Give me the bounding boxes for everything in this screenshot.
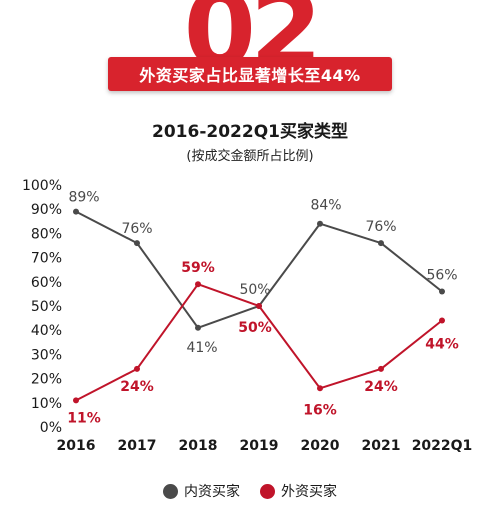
series-domestic-data-label: 89% bbox=[68, 190, 99, 206]
x-tick-label: 2019 bbox=[240, 438, 279, 454]
series-domestic-point bbox=[378, 240, 384, 247]
y-tick-label: 40% bbox=[31, 323, 62, 339]
chart-subtitle: (按成交金额所占比例) bbox=[186, 149, 314, 164]
series-foreign-point bbox=[195, 281, 201, 288]
x-tick-label: 2016 bbox=[57, 438, 96, 454]
y-tick-label: 80% bbox=[31, 226, 62, 242]
headline-box: 外资买家占比显著增长至44% bbox=[108, 57, 392, 91]
x-tick-label: 2021 bbox=[362, 438, 401, 454]
series-domestic-data-label: 50% bbox=[239, 282, 270, 298]
legend-swatch-foreign bbox=[260, 483, 275, 499]
series-domestic-data-label: 76% bbox=[365, 219, 396, 235]
x-tick-label: 2020 bbox=[301, 438, 340, 454]
series-foreign-data-label: 11% bbox=[67, 410, 101, 426]
legend-swatch-domestic bbox=[163, 483, 178, 499]
series-domestic-point bbox=[317, 220, 323, 227]
series-domestic-data-label: 41% bbox=[186, 340, 217, 356]
series-domestic-point bbox=[134, 240, 140, 247]
legend-label-domestic: 内资买家 bbox=[184, 484, 240, 500]
series-foreign-data-label: 24% bbox=[364, 379, 398, 395]
legend: 内资买家 外资买家 bbox=[0, 481, 500, 501]
y-tick-label: 0% bbox=[40, 420, 62, 436]
series-domestic-point bbox=[439, 288, 445, 295]
chart-title: 2016-2022Q1买家类型 bbox=[152, 122, 348, 142]
series-domestic-point bbox=[73, 208, 79, 215]
series-foreign-point bbox=[439, 317, 445, 324]
x-tick-label: 2018 bbox=[179, 438, 218, 454]
y-tick-label: 20% bbox=[31, 372, 62, 388]
header-banner: 02 外资买家占比显著增长至44% bbox=[0, 0, 500, 100]
y-tick-label: 90% bbox=[31, 202, 62, 218]
y-tick-label: 30% bbox=[31, 347, 62, 363]
y-tick-label: 60% bbox=[31, 275, 62, 291]
x-tick-label: 2017 bbox=[118, 438, 157, 454]
series-domestic-point bbox=[195, 324, 201, 331]
series-foreign-point bbox=[378, 365, 384, 372]
y-tick-label: 70% bbox=[31, 251, 62, 267]
y-tick-label: 10% bbox=[31, 396, 62, 412]
legend-item-domestic: 内资买家 bbox=[163, 481, 240, 501]
series-domestic-data-label: 56% bbox=[426, 267, 457, 283]
series-foreign-point bbox=[134, 365, 140, 372]
series-foreign-data-label: 59% bbox=[181, 260, 215, 276]
y-tick-label: 100% bbox=[22, 178, 62, 194]
series-foreign-point bbox=[256, 303, 262, 309]
series-foreign-data-label: 16% bbox=[303, 402, 337, 418]
series-foreign-point bbox=[73, 397, 79, 404]
x-tick-label: 2022Q1 bbox=[412, 438, 473, 454]
headline: 外资买家占比显著增长至44% bbox=[139, 66, 361, 85]
legend-label-foreign: 外资买家 bbox=[281, 484, 337, 500]
series-foreign-point bbox=[317, 385, 323, 392]
series-domestic-data-label: 76% bbox=[121, 221, 152, 237]
legend-item-foreign: 外资买家 bbox=[260, 481, 337, 501]
series-foreign-data-label: 44% bbox=[425, 337, 459, 353]
series-domestic-data-label: 84% bbox=[310, 198, 341, 214]
series-foreign-data-label: 50% bbox=[238, 320, 272, 336]
y-tick-label: 50% bbox=[31, 299, 62, 315]
series-foreign-data-label: 24% bbox=[120, 379, 154, 395]
